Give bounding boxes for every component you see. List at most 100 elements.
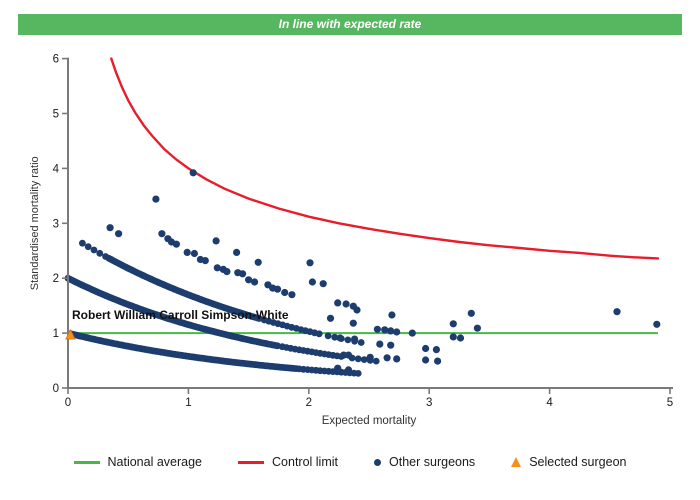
- control-limit-curve: [110, 57, 660, 260]
- surgeon-dot[interactable]: [613, 308, 621, 316]
- surgeon-dot[interactable]: [223, 268, 231, 276]
- surgeon-dot[interactable]: [115, 230, 123, 238]
- surgeon-dot[interactable]: [383, 354, 391, 362]
- surgeon-dot[interactable]: [190, 249, 198, 258]
- surgeon-dot[interactable]: [233, 248, 241, 256]
- surgeon-dot[interactable]: [387, 341, 395, 349]
- x-axis-title: Expected mortality: [322, 415, 417, 427]
- surgeon-dot[interactable]: [319, 280, 327, 288]
- surgeon-dot[interactable]: [393, 328, 401, 336]
- surgeon-dot[interactable]: [212, 237, 220, 245]
- legend-item-selected-surgeon: Selected surgeon: [511, 455, 626, 469]
- surgeon-dot[interactable]: [353, 306, 361, 314]
- surgeon-dot[interactable]: [357, 339, 365, 346]
- surgeon-dot[interactable]: [183, 248, 191, 256]
- surgeon-dot[interactable]: [331, 333, 339, 341]
- selected-surgeon-name: Robert William Carroll Simpson-White: [72, 308, 289, 322]
- legend-label: National average: [107, 455, 203, 469]
- surgeon-dot[interactable]: [354, 355, 362, 363]
- y-tick-label: 0: [53, 383, 59, 395]
- legend-item-national-average: National average: [73, 455, 203, 469]
- surgeon-dot[interactable]: [354, 370, 362, 377]
- surgeon-dot[interactable]: [422, 344, 430, 353]
- surgeon-dot[interactable]: [334, 299, 342, 307]
- surgeon-dot[interactable]: [172, 240, 180, 248]
- surgeon-dot[interactable]: [334, 364, 342, 372]
- x-tick-label: 2: [306, 397, 312, 409]
- surgeon-dot[interactable]: [388, 311, 396, 319]
- legend-label: Control limit: [272, 455, 339, 469]
- surgeon-dot[interactable]: [449, 320, 457, 328]
- surgeon-dot[interactable]: [434, 357, 442, 365]
- surgeon-dot[interactable]: [288, 291, 296, 299]
- x-tick-label: 5: [667, 397, 673, 409]
- surgeon-dot[interactable]: [255, 315, 263, 322]
- surgeon-dot[interactable]: [432, 346, 440, 354]
- selected-surgeon-marker[interactable]: [65, 328, 76, 340]
- x-tick-label: 0: [65, 397, 71, 409]
- surgeon-dot[interactable]: [96, 249, 104, 257]
- surgeon-dot[interactable]: [79, 239, 86, 247]
- surgeon-dot[interactable]: [273, 285, 282, 293]
- status-banner: In line with expected rate: [18, 14, 682, 35]
- surgeon-dot[interactable]: [315, 330, 323, 338]
- status-banner-text: In line with expected rate: [278, 17, 422, 31]
- surgeon-dot[interactable]: [158, 230, 166, 238]
- legend-line-swatch: [73, 460, 100, 464]
- legend-item-other-surgeons: Other surgeons: [374, 455, 475, 469]
- surgeon-dot[interactable]: [467, 309, 475, 317]
- surgeon-dot[interactable]: [473, 324, 481, 332]
- surgeon-dot[interactable]: [408, 329, 416, 337]
- surgeon-dot[interactable]: [393, 355, 401, 363]
- surgeon-dot[interactable]: [456, 334, 465, 342]
- surgeon-dot[interactable]: [372, 357, 380, 365]
- y-tick-label: 3: [53, 218, 59, 230]
- legend-label: Selected surgeon: [529, 455, 627, 469]
- surgeon-dot[interactable]: [324, 332, 332, 340]
- y-tick-label: 4: [53, 163, 60, 175]
- x-tick-label: 1: [185, 397, 191, 409]
- surgeon-dot[interactable]: [336, 334, 344, 342]
- legend-label: Other surgeons: [389, 455, 476, 469]
- surgeon-dot[interactable]: [326, 314, 335, 322]
- surgeon-dot[interactable]: [106, 224, 114, 232]
- surgeon-dot[interactable]: [342, 300, 350, 308]
- surgeon-dot[interactable]: [376, 340, 384, 348]
- surgeon-dot[interactable]: [201, 257, 209, 265]
- y-tick-label: 5: [53, 109, 59, 121]
- y-axis-title: Standardised mortality ratio: [29, 156, 41, 290]
- surgeon-dot[interactable]: [344, 366, 353, 374]
- legend: National average Control limit Other surge…: [0, 455, 700, 469]
- legend-dot-swatch: [374, 458, 382, 466]
- surgeon-dot[interactable]: [251, 278, 259, 286]
- surgeon-dot[interactable]: [213, 264, 221, 272]
- x-tick-label: 4: [546, 397, 553, 409]
- surgeon-dot[interactable]: [344, 336, 352, 344]
- y-tick-label: 6: [53, 54, 59, 66]
- surgeon-dot[interactable]: [449, 333, 457, 341]
- surgeon-dot[interactable]: [360, 356, 368, 363]
- surgeon-dot[interactable]: [366, 353, 374, 361]
- surgeon-dot[interactable]: [422, 356, 430, 364]
- surgeon-dot[interactable]: [245, 276, 253, 284]
- surgeon-dot[interactable]: [308, 278, 316, 286]
- surgeon-dot[interactable]: [373, 325, 381, 333]
- surgeon-dot[interactable]: [239, 270, 247, 278]
- surgeon-dot[interactable]: [90, 246, 98, 254]
- surgeon-dot[interactable]: [281, 288, 289, 297]
- surgeon-dot[interactable]: [84, 243, 92, 251]
- surgeon-dot[interactable]: [152, 195, 160, 203]
- surgeon-dot[interactable]: [653, 320, 661, 328]
- surgeon-dot[interactable]: [351, 335, 359, 343]
- surgeon-dot[interactable]: [306, 259, 314, 267]
- surgeon-dot[interactable]: [189, 169, 197, 177]
- surgeon-dot[interactable]: [349, 319, 357, 327]
- legend-item-control-limit: Control limit: [238, 455, 338, 469]
- y-tick-label: 1: [53, 328, 59, 340]
- surgeon-dot[interactable]: [387, 327, 395, 335]
- surgeon-dot[interactable]: [254, 258, 262, 266]
- surgeon-dot[interactable]: [344, 351, 353, 359]
- surgeon-dot[interactable]: [381, 326, 389, 334]
